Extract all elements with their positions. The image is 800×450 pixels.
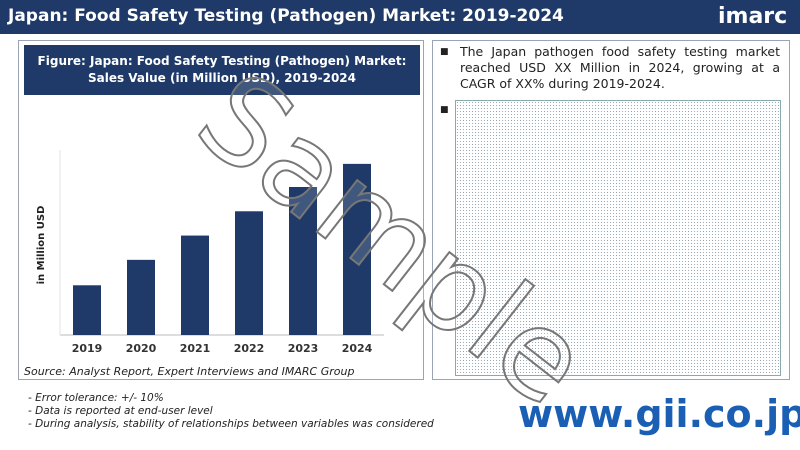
source: Source: Analyst Report, Expert Interview… (24, 365, 355, 378)
placeholder-box (455, 100, 781, 376)
header-title: Japan: Food Safety Testing (Pathogen) Ma… (8, 6, 564, 26)
header-bar (0, 0, 800, 34)
bullet: ■ (440, 47, 449, 57)
note: - During analysis, stability of relation… (28, 418, 434, 430)
logo: imarc (718, 4, 788, 29)
note: - Error tolerance: +/- 10% (28, 392, 164, 404)
bullet: ■ (440, 105, 449, 115)
chart-panel (18, 40, 424, 380)
note: - Data is reported at end-user level (28, 405, 213, 417)
footer-url: www.gii.co.jp (518, 392, 800, 436)
summary-text: The Japan pathogen food safety testing m… (460, 44, 780, 91)
summary-panel (432, 40, 790, 380)
figure-title: Figure: Japan: Food Safety Testing (Path… (24, 45, 420, 95)
